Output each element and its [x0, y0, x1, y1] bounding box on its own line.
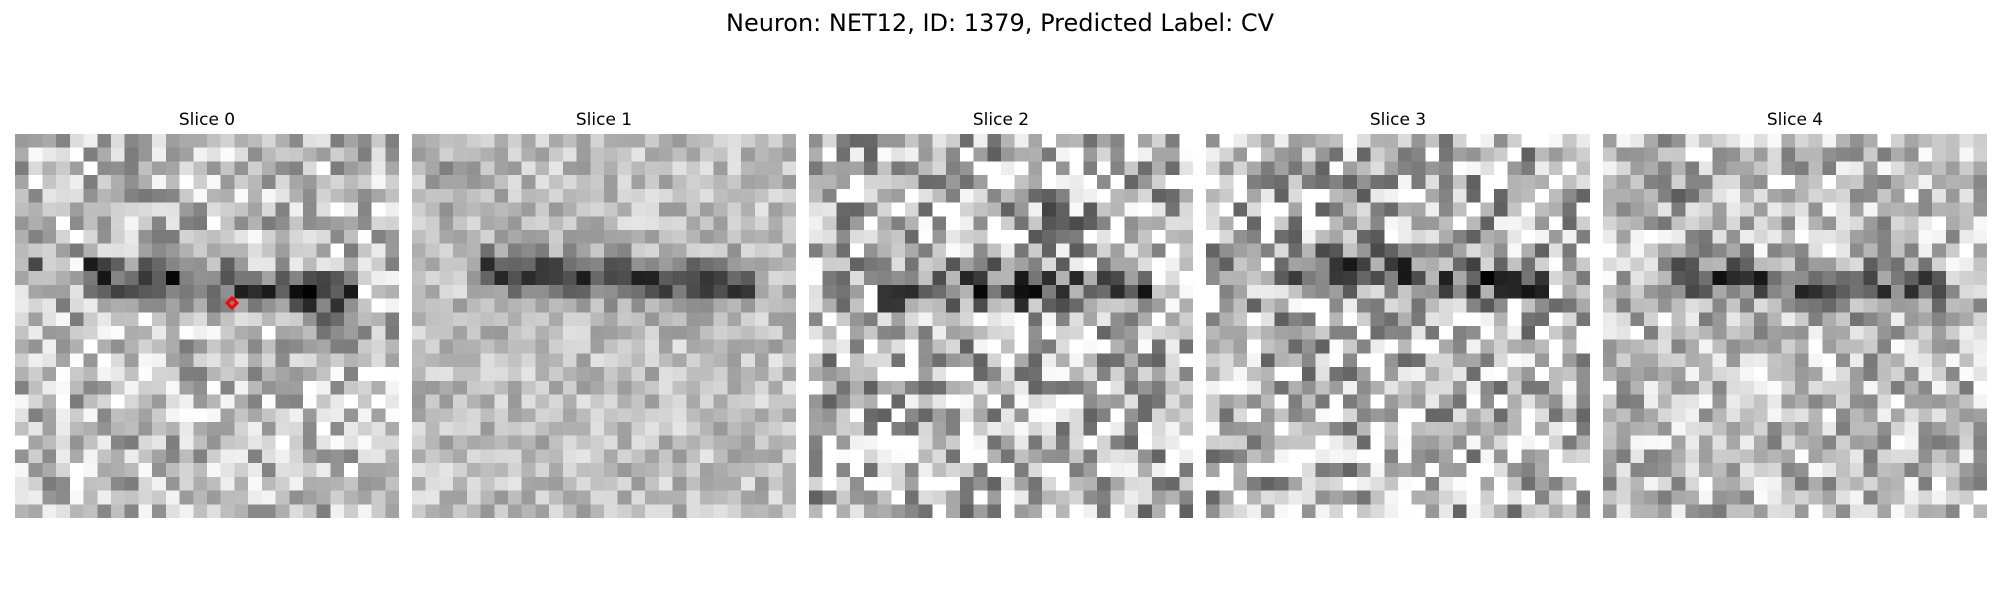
slice-panel-0: Slice 0 [15, 108, 399, 518]
slice-title: Slice 0 [178, 110, 236, 130]
slice-image [1603, 134, 1987, 518]
slice-panel-1: Slice 1 [412, 108, 796, 518]
slice-title: Slice 1 [575, 110, 633, 130]
slice-image [1206, 134, 1590, 518]
slice-image [15, 134, 399, 518]
slice-image [809, 134, 1193, 518]
slice-title: Slice 3 [1369, 110, 1427, 130]
slice-image [412, 134, 796, 518]
slice-title: Slice 2 [972, 110, 1030, 130]
slice-panel-3: Slice 3 [1206, 108, 1590, 518]
slice-panel-4: Slice 4 [1603, 108, 1987, 518]
slice-title: Slice 4 [1766, 110, 1824, 130]
slice-panel-2: Slice 2 [809, 108, 1193, 518]
figure-title: Neuron: NET12, ID: 1379, Predicted Label… [726, 9, 1274, 37]
